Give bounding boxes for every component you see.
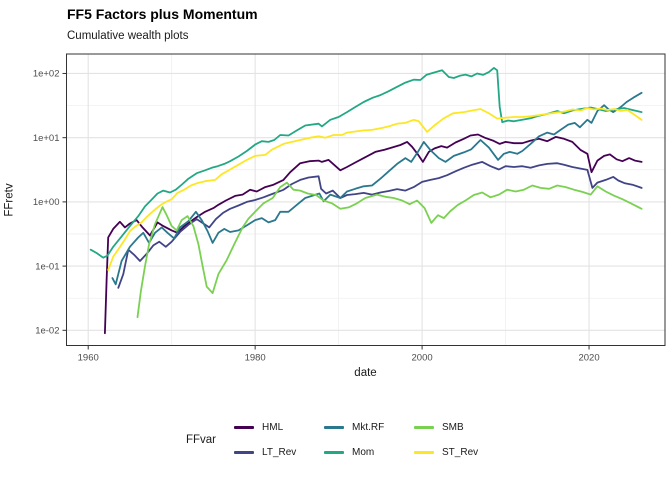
legend-key-line: [324, 451, 345, 454]
legend-item-Mkt.RF: Mkt.RF: [324, 422, 396, 433]
y-tick-label: 1e-01: [35, 261, 59, 272]
series-line-SMB: [136, 181, 643, 319]
legend-label: ST_Rev: [442, 447, 479, 458]
series-line-Mkt.RF: [111, 91, 643, 286]
legend-key-line: [324, 426, 345, 429]
legend-items: HML LT_Rev Mkt.RF Mom SMB ST_Rev: [234, 422, 486, 458]
legend-item-HML: HML: [234, 422, 306, 433]
plot-title: FF5 Factors plus Momentum: [67, 6, 258, 22]
legend-item-Mom: Mom: [324, 447, 396, 458]
y-tick-label: 1e-02: [35, 326, 59, 337]
x-tick-label: 1980: [245, 353, 266, 364]
panel-border: [66, 53, 666, 346]
legend: FFvar HML LT_Rev Mkt.RF Mom SMB ST_Rev: [0, 410, 672, 470]
legend-label: HML: [262, 422, 284, 433]
series-line-LT_Rev: [117, 161, 643, 289]
legend-item-LT_Rev: LT_Rev: [234, 447, 306, 458]
y-tick-label: 1e+02: [33, 69, 60, 80]
series-line-ST_Rev: [107, 107, 643, 271]
legend-label: Mom: [352, 447, 375, 458]
y-axis-title-wrap: FFretv: [2, 54, 18, 346]
legend-item-ST_Rev: ST_Rev: [414, 447, 486, 458]
legend-label: Mkt.RF: [352, 422, 385, 433]
panel-background: [66, 54, 665, 346]
legend-item-SMB: SMB: [414, 422, 486, 433]
legend-title: FFvar: [185, 434, 217, 446]
x-axis-title: date: [354, 367, 377, 379]
y-axis-title: FFretv: [4, 183, 17, 217]
x-tick-label: 1960: [78, 353, 99, 364]
legend-key-line: [414, 451, 435, 454]
plot-subtitle: Cumulative wealth plots: [67, 30, 189, 42]
legend-label: LT_Rev: [262, 447, 297, 458]
legend-key-line: [234, 426, 255, 429]
series-line-Mom: [89, 67, 643, 259]
y-tick-label: 1e+00: [33, 197, 60, 208]
y-tick-label: 1e+01: [33, 133, 60, 144]
series-line-HML: [104, 133, 643, 335]
x-tick-label: 2000: [412, 353, 433, 364]
legend-key-line: [234, 451, 255, 454]
legend-key-line: [414, 426, 435, 429]
legend-label: SMB: [442, 422, 464, 433]
x-tick-label: 2020: [578, 353, 599, 364]
